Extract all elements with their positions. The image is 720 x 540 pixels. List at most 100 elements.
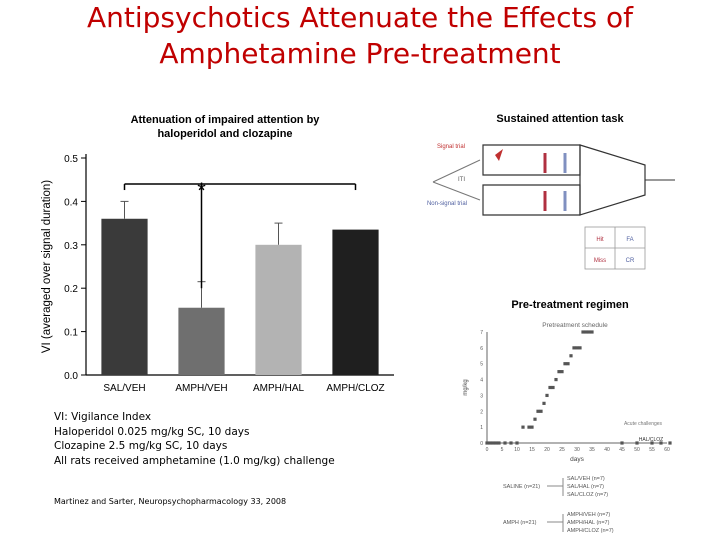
y-tick-label: 0 xyxy=(480,441,483,447)
annotation-acute: Acute challenges xyxy=(624,421,663,427)
y-tick-label: 4 xyxy=(480,378,483,384)
legend-item: AMPH/VEH (n=7) xyxy=(567,512,610,518)
left-panel-title: Attenuation of impaired attention by hal… xyxy=(100,113,350,141)
data-point xyxy=(590,330,594,334)
outcome-miss: Miss xyxy=(594,258,606,264)
y-tick-label: 1 xyxy=(480,425,483,431)
data-point xyxy=(557,370,561,374)
data-point xyxy=(542,401,546,405)
x-tick-label: SAL/VEH xyxy=(103,383,145,394)
data-point xyxy=(521,425,525,429)
diagram-arrow-up xyxy=(432,159,481,183)
signal-light-icon xyxy=(495,149,503,161)
data-point xyxy=(563,362,567,366)
legend-item: AMPH/CLOZ (n=7) xyxy=(567,528,614,534)
legend-item: SAL/CLOZ (n=7) xyxy=(567,492,608,498)
notes-block: VI: Vigilance Index Haloperidol 0.025 mg… xyxy=(54,410,335,468)
data-point xyxy=(635,441,639,445)
note-line: All rats received amphetamine (1.0 mg/kg… xyxy=(54,454,335,467)
bar xyxy=(255,244,302,375)
annotation-halcloz: HAL/CLOZ xyxy=(639,437,663,443)
x-tick-label: 20 xyxy=(544,447,550,453)
data-point xyxy=(578,346,582,350)
outcome-cr: CR xyxy=(626,258,635,264)
y-tick-label: 0.0 xyxy=(64,371,78,382)
note-line: Haloperidol 0.025 mg/kg SC, 10 days xyxy=(54,425,250,438)
sustained-attention-diagram: Signal trial Non-signal trial ITI Hit FA… xyxy=(427,144,675,270)
schedule-title: Pretreatment schedule xyxy=(542,322,608,329)
data-point xyxy=(566,362,570,366)
note-line: Clozapine 2.5 mg/kg SC, 10 days xyxy=(54,440,228,452)
vigilance-bar-chart: 0.0 0.1 0.2 0.3 0.4 0.5 VI (averaged over sign… xyxy=(41,154,394,394)
slide-title: Antipsychotics Attenuate the Effects of … xyxy=(0,0,720,72)
left-panel-title-line1: Attenuation of impaired attention by xyxy=(130,114,320,126)
data-point xyxy=(527,425,531,429)
y-tick-label: 0.3 xyxy=(64,241,78,252)
diagram-label-iti: ITI xyxy=(458,177,465,183)
data-point xyxy=(545,393,549,398)
data-point xyxy=(485,441,489,445)
data-point xyxy=(659,441,663,445)
x-tick-label: 25 xyxy=(559,447,565,453)
data-point xyxy=(539,409,543,413)
x-tick-label: 35 xyxy=(589,447,595,453)
group-label: SALINE (n=21) xyxy=(503,484,540,490)
data-point xyxy=(530,425,534,429)
data-point xyxy=(560,370,564,374)
title-line-2: Amphetamine Pre-treatment xyxy=(159,37,561,70)
data-point xyxy=(569,354,573,358)
data-point xyxy=(497,441,501,445)
note-line: VI: Vigilance Index xyxy=(54,411,152,423)
outcome-hit: Hit xyxy=(596,237,604,243)
legend-item: AMPH (n=21) xyxy=(503,520,537,526)
x-tick-label: AMPH/VEH xyxy=(175,383,227,394)
x-tick-label: 55 xyxy=(649,447,655,453)
x-tick-label: 0 xyxy=(486,447,489,453)
data-point xyxy=(620,441,624,445)
left-panel-title-line2: haloperidol and clozapine xyxy=(157,128,293,140)
y-tick-label: 3 xyxy=(480,393,483,399)
response-funnel xyxy=(579,144,646,216)
y-axis-label: VI (averaged over signal duration) xyxy=(41,180,53,353)
title-line-1: Antipsychotics Attenuate the Effects of xyxy=(86,1,633,34)
citation: Martinez and Sarter, Neuropsychopharmaco… xyxy=(54,497,287,506)
outcome-fa: FA xyxy=(626,237,633,243)
y-tick-label: 5 xyxy=(480,362,483,368)
y-tick-label: 0.1 xyxy=(64,328,78,339)
signal-trial-label: Signal trial xyxy=(437,144,465,150)
x-tick-label: 15 xyxy=(529,447,535,453)
data-point xyxy=(536,409,540,413)
data-point xyxy=(533,417,537,421)
y-tick-label: 7 xyxy=(480,330,483,336)
data-point xyxy=(581,330,585,334)
x-tick-label: 60 xyxy=(664,447,670,453)
bar xyxy=(178,307,225,375)
x-tick-label: 50 xyxy=(634,447,640,453)
data-point xyxy=(509,441,513,445)
x-tick-label: 10 xyxy=(514,447,520,453)
x-tick-label: AMPH/CLOZ xyxy=(326,383,384,394)
y-tick-label: 2 xyxy=(480,409,483,415)
y-axis-label: mg/kg xyxy=(463,379,469,395)
x-tick-label: AMPH/HAL xyxy=(253,383,305,394)
data-point xyxy=(503,441,507,445)
data-point xyxy=(515,441,519,445)
data-point xyxy=(551,385,555,390)
data-point xyxy=(650,441,654,445)
right-top-title: Sustained attention task xyxy=(496,113,624,125)
x-tick-label: 45 xyxy=(619,447,625,453)
data-point xyxy=(494,441,498,445)
diagram-label-signal: Signal trial xyxy=(437,144,465,150)
data-point xyxy=(587,330,591,334)
x-tick-label: 30 xyxy=(574,447,580,453)
significance-star: * xyxy=(197,178,206,203)
data-point xyxy=(488,441,492,445)
legend-item: SAL/HAL (n=7) xyxy=(567,484,604,490)
x-axis-label: days xyxy=(570,456,584,463)
data-point xyxy=(554,377,558,382)
y-tick-label: 0.4 xyxy=(64,197,78,208)
data-point xyxy=(491,441,495,445)
legend-item: SAL/VEH (n=7) xyxy=(567,476,605,482)
y-tick-label: 0.2 xyxy=(64,284,78,295)
